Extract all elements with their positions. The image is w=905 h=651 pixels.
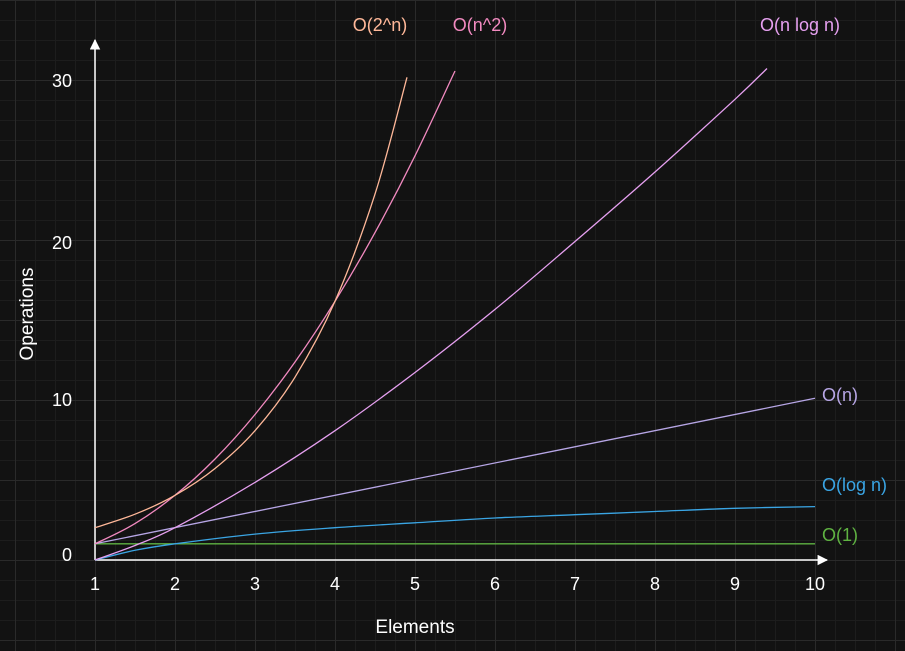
x-tick-label: 9 [730, 574, 740, 594]
x-tick-label: 7 [570, 574, 580, 594]
series-lines [94, 68, 816, 561]
y-tick-labels: 0 10 20 30 [52, 71, 72, 565]
x-tick-label: 5 [410, 574, 420, 594]
series-line-o-log-n [94, 505, 816, 561]
x-tick-label: 2 [170, 574, 180, 594]
y-tick-label: 0 [62, 545, 72, 565]
x-tick-label: 3 [250, 574, 260, 594]
x-tick-label: 6 [490, 574, 500, 594]
series-label-o-1: O(1) [822, 525, 858, 545]
series-line-o-2-n [94, 77, 408, 529]
x-tick-label: 1 [90, 574, 100, 594]
series-line-o-n-2 [94, 70, 456, 545]
series-label-o-n-2: O(n^2) [453, 15, 507, 35]
series-label-o-2-n: O(2^n) [353, 15, 407, 35]
x-tick-labels: 1 2 3 4 5 6 7 8 9 10 [90, 574, 825, 594]
y-tick-label: 10 [52, 390, 72, 410]
x-tick-label: 4 [330, 574, 340, 594]
x-tick-label: 10 [805, 574, 825, 594]
x-tick-label: 8 [650, 574, 660, 594]
y-tick-label: 20 [52, 233, 72, 253]
series-labels: O(1) O(log n) O(n) O(n log n) O(n^2) O(2^n) [353, 15, 887, 545]
series-line-o-n [94, 397, 816, 545]
y-axis-title: Operations [17, 268, 38, 361]
y-tick-label: 30 [52, 71, 72, 91]
x-axis-title: Elements [375, 617, 454, 638]
series-label-o-log-n: O(log n) [822, 475, 887, 495]
series-line-o-n-log-n [94, 68, 768, 561]
series-label-o-n: O(n) [822, 385, 858, 405]
series-label-o-n-log-n: O(n log n) [760, 15, 840, 35]
